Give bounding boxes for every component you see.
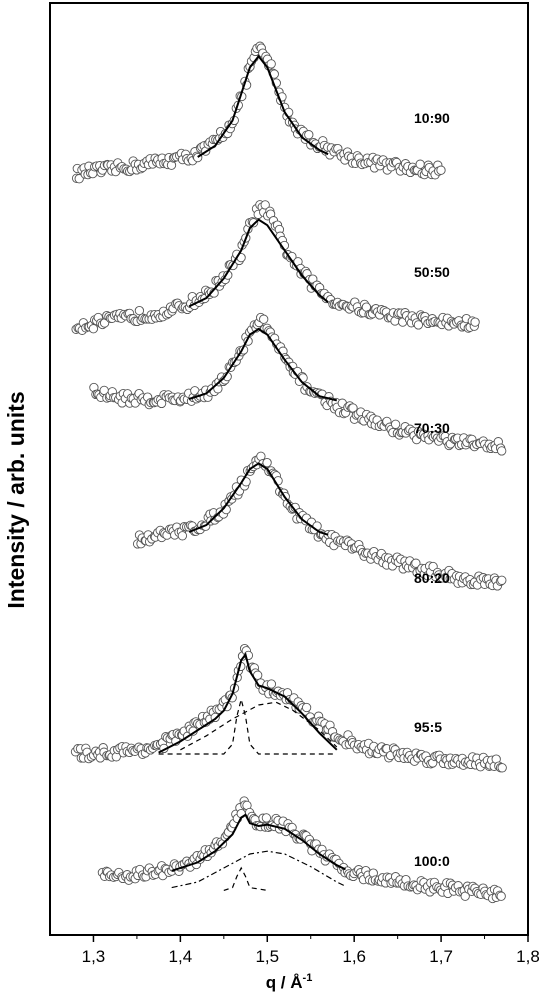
data-point (177, 531, 188, 541)
x-axis-title: q / Å-1 (266, 972, 313, 992)
trace-label: 80:20 (414, 570, 450, 586)
x-tick-label: 1,4 (169, 947, 193, 966)
fit-curve (188, 462, 329, 536)
x-tick-label: 1,6 (342, 947, 366, 966)
data-point (497, 763, 507, 773)
trace-label: 10:90 (414, 110, 450, 126)
trace-95-5 (70, 643, 507, 773)
data-point (259, 314, 269, 324)
x-tick-label: 1,3 (82, 947, 106, 966)
data-point (266, 59, 276, 69)
data-point (260, 200, 270, 210)
fit-curve (171, 813, 346, 872)
y-axis-title: Intensity / arb. units (3, 391, 29, 608)
fit-curve (188, 218, 329, 308)
fit-curve (197, 54, 329, 158)
data-point (470, 317, 480, 327)
trace-labels: 10:90 50:50 70:30 80:20 95:5 100:0 (414, 110, 450, 869)
x-tick-label: 1,7 (429, 947, 453, 966)
data-point (436, 165, 446, 175)
data-point (88, 324, 99, 334)
trace-100-0 (97, 796, 506, 904)
component-broad-curve (171, 850, 346, 889)
fit-curve (188, 327, 338, 402)
data-point (497, 575, 507, 585)
data-point (390, 419, 401, 429)
trace-80-20 (132, 451, 507, 591)
data-point (261, 813, 272, 823)
data-point (497, 446, 507, 456)
fit-curve (158, 652, 338, 754)
data-point (496, 891, 506, 901)
data-point (253, 670, 263, 680)
trace-label: 50:50 (414, 264, 450, 280)
data-point (413, 320, 424, 330)
data-point (134, 305, 145, 316)
trace-label: 100:0 (414, 853, 450, 869)
trace-10-90 (71, 41, 446, 184)
data-point (266, 679, 277, 689)
data-point (411, 558, 421, 568)
component-narrow-curve (223, 866, 268, 891)
data-point (301, 702, 312, 713)
traces (70, 41, 507, 904)
trace-70-30 (89, 312, 507, 456)
data-point (415, 159, 425, 169)
trace-50-50 (71, 200, 480, 335)
data-point (262, 457, 272, 468)
data-point (156, 398, 167, 409)
x-axis-ticks: 1,3 1,4 1,5 1,6 1,7 1,8 (82, 935, 539, 966)
plot-frame (49, 2, 529, 936)
x-tick-label: 1,8 (516, 947, 539, 966)
trace-label: 70:30 (414, 420, 450, 436)
x-axis-title-superscript: -1 (303, 972, 313, 984)
data-point (304, 130, 314, 140)
x-tick-label: 1,5 (255, 947, 279, 966)
data-point (248, 218, 259, 228)
trace-label: 95:5 (414, 719, 442, 735)
x-axis-title-text: q / Å (266, 973, 303, 992)
